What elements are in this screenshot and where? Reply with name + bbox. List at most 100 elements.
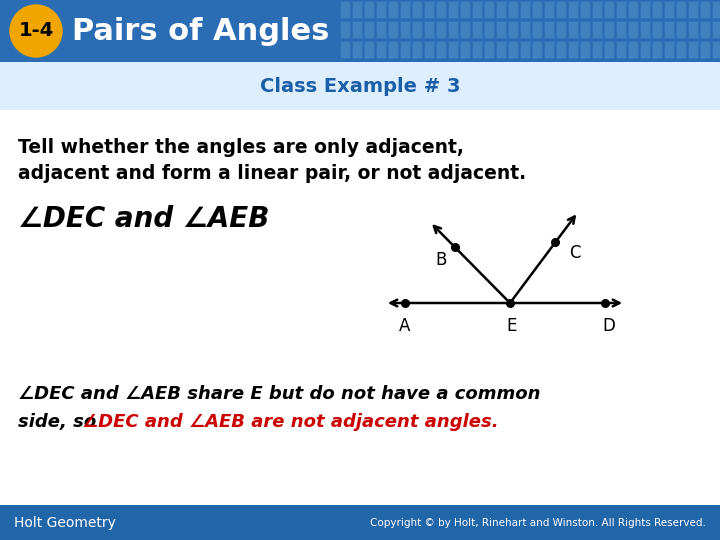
Bar	[424, 21, 434, 38]
Bar	[472, 41, 482, 58]
Bar	[352, 41, 362, 58]
Bar	[448, 21, 458, 38]
Bar	[376, 21, 386, 38]
Bar	[652, 1, 662, 18]
Bar	[664, 21, 674, 38]
Text: B: B	[436, 251, 447, 269]
Bar	[484, 1, 494, 18]
Bar	[676, 1, 686, 18]
Bar	[616, 41, 626, 58]
Bar	[400, 1, 410, 18]
Bar	[412, 21, 422, 38]
Bar	[532, 1, 542, 18]
Bar	[568, 1, 578, 18]
Bar	[544, 1, 554, 18]
Bar	[628, 21, 638, 38]
Text: Tell whether the angles are only adjacent,: Tell whether the angles are only adjacen…	[18, 138, 464, 157]
Bar	[700, 21, 710, 38]
Bar	[592, 41, 602, 58]
Text: ∠DEC and ∠AEB are not adjacent angles.: ∠DEC and ∠AEB are not adjacent angles.	[82, 413, 499, 431]
Circle shape	[10, 5, 62, 57]
Bar	[616, 21, 626, 38]
Bar	[592, 21, 602, 38]
Bar	[448, 1, 458, 18]
Bar	[676, 41, 686, 58]
Text: A: A	[400, 317, 410, 335]
Bar	[436, 21, 446, 38]
Bar	[484, 21, 494, 38]
Bar	[496, 41, 506, 58]
Bar	[688, 1, 698, 18]
Bar	[424, 1, 434, 18]
Bar	[604, 41, 614, 58]
Bar	[0, 62, 720, 110]
Bar	[364, 1, 374, 18]
Text: E: E	[507, 317, 517, 335]
Text: C: C	[569, 244, 580, 262]
Bar	[376, 41, 386, 58]
Bar	[628, 41, 638, 58]
Bar	[484, 41, 494, 58]
Bar	[460, 21, 470, 38]
Bar	[364, 21, 374, 38]
Bar	[532, 21, 542, 38]
Bar	[496, 1, 506, 18]
Bar	[424, 41, 434, 58]
Bar	[688, 21, 698, 38]
Bar	[520, 41, 530, 58]
Bar	[412, 41, 422, 58]
Bar	[532, 41, 542, 58]
Bar	[388, 21, 398, 38]
Text: side, so: side, so	[18, 413, 102, 431]
Bar	[340, 21, 350, 38]
Bar	[352, 1, 362, 18]
Bar	[676, 21, 686, 38]
Bar	[412, 1, 422, 18]
Bar	[352, 21, 362, 38]
Bar	[544, 21, 554, 38]
Bar	[460, 1, 470, 18]
Bar	[520, 21, 530, 38]
Bar	[616, 1, 626, 18]
Bar	[448, 41, 458, 58]
Text: Class Example # 3: Class Example # 3	[260, 77, 460, 96]
Text: ∠DEC and ∠AEB share E but do not have a common: ∠DEC and ∠AEB share E but do not have a …	[18, 385, 541, 403]
Bar	[556, 21, 566, 38]
Bar	[472, 1, 482, 18]
Bar	[436, 41, 446, 58]
Bar	[580, 1, 590, 18]
Bar	[460, 41, 470, 58]
Bar	[592, 1, 602, 18]
Bar	[388, 41, 398, 58]
Bar	[652, 41, 662, 58]
Bar	[568, 21, 578, 38]
Text: Pairs of Angles: Pairs of Angles	[72, 17, 329, 45]
Bar	[652, 21, 662, 38]
Bar	[664, 41, 674, 58]
Text: Copyright © by Holt, Rinehart and Winston. All Rights Reserved.: Copyright © by Holt, Rinehart and Winsto…	[370, 517, 706, 528]
Bar	[0, 0, 720, 62]
Bar	[544, 41, 554, 58]
Bar	[640, 1, 650, 18]
Bar	[700, 41, 710, 58]
Text: adjacent and form a linear pair, or not adjacent.: adjacent and form a linear pair, or not …	[18, 164, 526, 183]
Text: 1-4: 1-4	[19, 22, 53, 40]
Bar	[376, 1, 386, 18]
Bar	[688, 41, 698, 58]
Bar	[508, 1, 518, 18]
Bar	[364, 41, 374, 58]
Bar	[496, 21, 506, 38]
Bar	[400, 41, 410, 58]
Bar	[580, 21, 590, 38]
Bar	[604, 21, 614, 38]
Bar	[388, 1, 398, 18]
Bar	[580, 41, 590, 58]
Bar	[0, 505, 720, 540]
Bar	[700, 1, 710, 18]
Text: ∠DEC and ∠AEB: ∠DEC and ∠AEB	[18, 205, 269, 233]
Bar	[712, 41, 720, 58]
Text: Holt Geometry: Holt Geometry	[14, 516, 116, 530]
Bar	[712, 1, 720, 18]
Bar	[664, 1, 674, 18]
Bar	[628, 1, 638, 18]
